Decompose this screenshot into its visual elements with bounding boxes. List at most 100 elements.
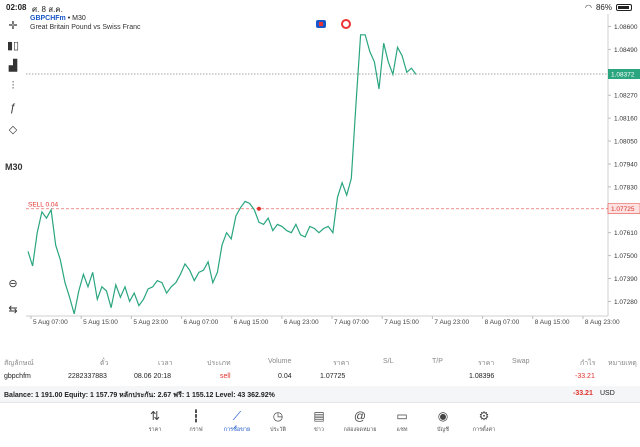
- status-bar: 02:08 ศ. 8 ส.ค. ◠ 86%: [0, 0, 640, 14]
- chart-area[interactable]: GBPCHFm • M30 Great Britain Pound vs Swi…: [26, 14, 640, 354]
- tab-trade-label: การซื้อขาย: [223, 427, 251, 433]
- x-tick-label: 6 Aug 15:00: [234, 319, 269, 326]
- symbol-name: GBPCHFm: [30, 15, 66, 22]
- status-time: 02:08: [6, 3, 27, 12]
- tab-chat[interactable]: ▭ แชท: [382, 409, 422, 434]
- y-tick-label: 1.07500: [614, 253, 638, 260]
- col-swap: Swap: [512, 358, 530, 365]
- tab-chat-label: แชท: [396, 427, 408, 433]
- status-date: ศ. 8 ส.ค.: [32, 5, 63, 14]
- indicators-icon[interactable]: ⫶: [11, 80, 15, 92]
- chart-toolbar: ✛ ▮▯ ▟ ⫶ ƒ ◇ M30 ⊖ ⇆: [0, 14, 26, 344]
- x-tick-label: 7 Aug 07:00: [334, 319, 369, 326]
- row-open-price: 1.07725: [320, 373, 346, 380]
- objects-icon[interactable]: ◇: [8, 124, 18, 136]
- row-type: sell: [220, 373, 231, 380]
- period-sep: •: [67, 15, 73, 22]
- price-series-line: [27, 34, 417, 315]
- tab-quotes[interactable]: ⇅ ราคา: [135, 409, 175, 434]
- col-current-price: ราคา: [478, 360, 495, 367]
- x-tick-label: 8 Aug 07:00: [485, 319, 520, 326]
- trade-flag-icon[interactable]: [316, 20, 326, 28]
- x-tick-label: 7 Aug 15:00: [384, 319, 419, 326]
- chat-icon: ▭: [396, 409, 408, 423]
- y-tick-label: 1.08490: [614, 47, 638, 54]
- y-tick-label: 1.07280: [614, 299, 638, 306]
- col-tp: T/P: [432, 358, 443, 365]
- news-icon: ▤: [313, 409, 325, 423]
- col-type: ประเภท: [207, 360, 231, 367]
- y-tick-label: 1.08050: [614, 139, 638, 146]
- battery-icon: [616, 4, 632, 11]
- row-ticket: 2282337883: [68, 373, 107, 380]
- x-tick-label: 5 Aug 15:00: [83, 319, 118, 326]
- arrows-updown-icon: ⇅: [149, 409, 161, 423]
- mail-at-icon: @: [353, 409, 367, 423]
- tab-chart-label: กราฟ: [189, 427, 203, 433]
- y-tick-label: 1.08160: [614, 116, 638, 123]
- battery-percent: 86%: [595, 3, 612, 12]
- account-icon: ◉: [437, 409, 449, 423]
- sell-price-box: [607, 203, 640, 214]
- row-time: 08.06 20:18: [134, 373, 171, 380]
- tab-chart[interactable]: ┇ กราฟ: [176, 409, 216, 434]
- x-tick-label: 5 Aug 07:00: [33, 319, 68, 326]
- row-profit: -33.21: [575, 373, 595, 380]
- balance-currency: USD: [600, 390, 615, 397]
- y-tick-label: 1.07610: [614, 230, 638, 237]
- col-comment: หมายเหตุ: [608, 360, 637, 367]
- tab-news-label: ข่าว: [314, 427, 324, 433]
- price-chart[interactable]: 1.08600 1.08490 1.08270 1.08160 1.08050 1.079…: [26, 14, 640, 354]
- col-profit: กำไร: [580, 360, 596, 367]
- tab-settings[interactable]: ⚙ การตั้งค่า: [464, 409, 504, 434]
- sell-price-label: 1.07725: [611, 206, 635, 213]
- col-price: ราคา: [333, 360, 350, 367]
- y-tick-label: 1.07390: [614, 276, 638, 283]
- tab-mailbox[interactable]: @ กล่องจดหมาย: [340, 409, 380, 434]
- current-price-label: 1.08372: [611, 71, 635, 78]
- y-tick-label: 1.07940: [614, 161, 638, 168]
- bar-chart-icon[interactable]: ▟: [8, 60, 18, 72]
- tab-history[interactable]: ◷ ประวัติ: [258, 409, 298, 434]
- tab-account[interactable]: ◉ บัญชี: [423, 409, 463, 434]
- zoom-icon[interactable]: ⊖: [8, 278, 18, 290]
- function-icon[interactable]: ƒ: [9, 102, 17, 114]
- sell-entry-marker: [256, 206, 261, 211]
- trade-chart-icon: ⟋: [232, 409, 242, 423]
- history-icon: ◷: [272, 409, 284, 423]
- row-volume: 0.04: [278, 373, 292, 380]
- position-row[interactable]: gbpchfm 2282337883 08.06 20:18 sell 0.04…: [0, 369, 640, 385]
- tab-news[interactable]: ▤ ข่าว: [299, 409, 339, 434]
- balance-text: Balance: 1 191.00 Equity: 1 157.79 หลักป…: [4, 392, 275, 399]
- x-tick-label: 8 Aug 15:00: [535, 319, 570, 326]
- col-sl: S/L: [383, 358, 394, 365]
- signal-ring-icon[interactable]: [341, 19, 351, 29]
- x-tick-label: 6 Aug 23:00: [284, 319, 319, 326]
- y-tick-label: 1.07830: [614, 184, 638, 191]
- tab-mailbox-label: กล่องจดหมาย: [343, 427, 377, 433]
- candles-icon: ┇: [192, 409, 200, 423]
- tab-quotes-label: ราคา: [148, 427, 162, 433]
- timeframe-button[interactable]: M30: [5, 162, 23, 172]
- current-price-box: [608, 68, 640, 79]
- x-tick-label: 7 Aug 23:00: [434, 319, 469, 326]
- symbol-description: Great Britain Pound vs Swiss Franc: [30, 24, 141, 31]
- y-tick-label: 1.08600: [614, 24, 638, 31]
- y-tick-label: 1.08270: [614, 93, 638, 100]
- trade-icon[interactable]: ⇆: [8, 304, 18, 316]
- row-current-price: 1.08396: [469, 373, 495, 380]
- crosshair-icon[interactable]: ✛: [8, 20, 18, 32]
- x-tick-label: 8 Aug 23:00: [585, 319, 620, 326]
- row-symbol: gbpchfm: [4, 373, 31, 380]
- symbol-title: GBPCHFm • M30: [30, 15, 86, 22]
- col-time: เวลา: [158, 360, 173, 367]
- tab-trade[interactable]: ⟋ การซื้อขาย: [217, 409, 257, 434]
- status-right: ◠ 86%: [585, 3, 632, 12]
- tab-account-label: บัญชี: [437, 427, 449, 433]
- col-volume: Volume: [268, 358, 292, 365]
- positions-header: สัญลักษณ์ ตั๋ว เวลา ประเภท Volume ราคา S…: [0, 354, 640, 368]
- balance-summary: Balance: 1 191.00 Equity: 1 157.79 หลักป…: [0, 386, 640, 402]
- chart-type-icon[interactable]: ▮▯: [6, 40, 20, 52]
- wifi-icon: ◠: [585, 3, 592, 12]
- tab-history-label: ประวัติ: [269, 427, 287, 433]
